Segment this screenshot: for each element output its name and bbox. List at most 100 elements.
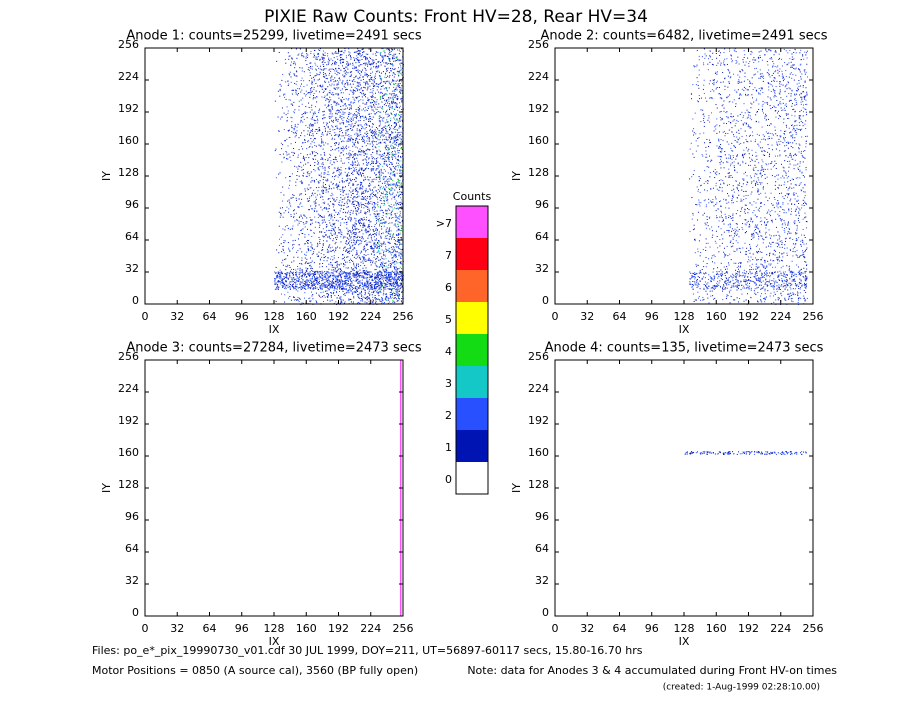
count-pixel <box>385 269 387 271</box>
count-pixel <box>341 129 343 131</box>
count-pixel <box>398 58 400 60</box>
count-pixel <box>299 298 301 300</box>
count-pixel <box>383 202 385 204</box>
count-pixel <box>401 98 403 100</box>
count-pixel <box>344 197 346 199</box>
count-pixel <box>395 87 397 89</box>
count-pixel <box>388 285 390 287</box>
count-pixel <box>366 140 368 142</box>
count-pixel <box>288 83 290 85</box>
count-pixel <box>339 268 341 270</box>
count-pixel <box>364 87 366 89</box>
count-pixel <box>361 196 363 198</box>
count-pixel <box>379 172 381 174</box>
count-pixel <box>378 242 380 244</box>
count-pixel <box>307 242 309 244</box>
count-pixel <box>353 262 355 264</box>
count-pixel <box>320 154 322 156</box>
count-pixel <box>355 197 357 199</box>
count-pixel <box>370 67 372 69</box>
count-pixel <box>381 244 383 246</box>
count-pixel <box>372 251 374 253</box>
count-pixel <box>346 261 348 263</box>
count-pixel <box>390 297 392 299</box>
count-pixel <box>365 161 367 163</box>
count-pixel <box>395 82 397 84</box>
count-pixel <box>349 275 351 277</box>
count-pixel <box>383 134 385 136</box>
count-pixel <box>358 113 360 115</box>
count-pixel <box>309 127 311 129</box>
count-pixel <box>301 302 303 304</box>
count-pixel <box>354 99 356 101</box>
count-pixel <box>349 252 351 254</box>
count-pixel <box>303 158 305 160</box>
count-pixel <box>352 198 354 200</box>
count-pixel <box>284 240 286 242</box>
count-pixel <box>389 173 391 175</box>
count-pixel <box>369 221 371 223</box>
count-pixel <box>368 224 370 226</box>
count-pixel <box>395 57 397 59</box>
count-pixel <box>286 266 288 268</box>
count-pixel <box>390 53 392 55</box>
count-pixel <box>389 67 391 69</box>
count-pixel <box>371 118 373 120</box>
count-pixel <box>384 159 386 161</box>
count-pixel <box>389 141 391 143</box>
count-pixel <box>301 281 303 283</box>
count-pixel <box>397 294 399 296</box>
count-pixel <box>354 90 356 92</box>
count-pixel <box>394 123 396 125</box>
count-pixel <box>313 201 315 203</box>
count-pixel <box>317 244 319 246</box>
count-pixel <box>336 183 338 185</box>
count-pixel <box>382 106 384 108</box>
count-pixel <box>378 115 380 117</box>
count-pixel <box>348 136 350 138</box>
count-pixel <box>336 246 338 248</box>
count-pixel <box>384 256 386 258</box>
count-pixel <box>294 128 296 130</box>
count-pixel <box>374 245 376 247</box>
count-pixel <box>340 147 342 149</box>
count-pixel <box>358 95 360 97</box>
count-pixel <box>363 212 365 214</box>
count-pixel <box>367 167 369 169</box>
count-pixel <box>308 200 310 202</box>
count-pixel <box>373 290 375 292</box>
count-pixel <box>359 269 361 271</box>
count-pixel <box>362 90 364 92</box>
count-pixel <box>395 151 397 153</box>
count-pixel <box>351 282 353 284</box>
count-pixel <box>363 152 365 154</box>
count-pixel <box>287 242 289 244</box>
count-pixel <box>379 266 381 268</box>
count-pixel <box>291 127 293 129</box>
count-pixel <box>395 122 397 124</box>
count-pixel <box>370 113 372 115</box>
count-pixel <box>383 269 385 271</box>
count-pixel <box>310 91 312 93</box>
count-pixel <box>319 241 321 243</box>
count-pixel <box>347 206 349 208</box>
count-pixel <box>351 154 353 156</box>
count-pixel <box>381 182 383 184</box>
count-pixel <box>361 236 363 238</box>
count-pixel <box>362 76 364 78</box>
count-pixel <box>374 269 376 271</box>
count-pixel <box>391 277 393 279</box>
count-pixel <box>399 120 401 122</box>
count-pixel <box>379 157 381 159</box>
count-pixel <box>298 198 300 200</box>
count-pixel <box>367 253 369 255</box>
count-pixel <box>356 85 358 87</box>
count-pixel <box>399 170 401 172</box>
count-pixel <box>380 141 382 143</box>
count-pixel <box>388 229 390 231</box>
count-pixel <box>328 101 330 103</box>
count-pixel <box>346 203 348 205</box>
count-pixel <box>348 292 350 294</box>
count-pixel <box>396 169 398 171</box>
count-pixel <box>302 269 304 271</box>
